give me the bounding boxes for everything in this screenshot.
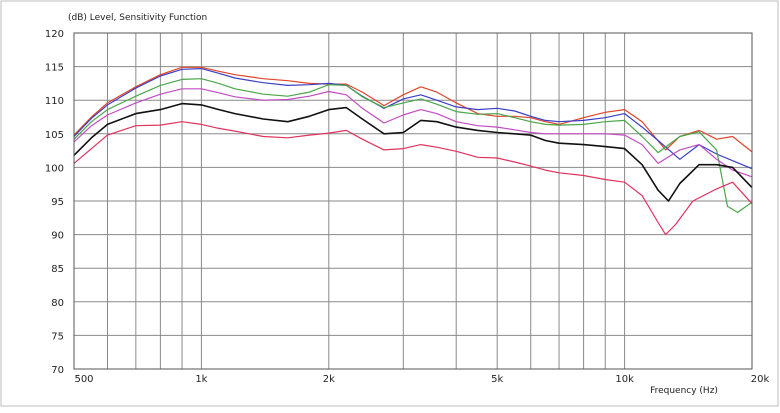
series-line xyxy=(73,66,753,153)
y-tick-labels: 70 75 80 85 90 95 100 105 110 115 120 xyxy=(45,29,64,376)
plot-border xyxy=(73,32,753,370)
x-tick-label: 5k xyxy=(491,374,503,385)
y-tick-label: 75 xyxy=(51,331,64,342)
y-tick-label: 90 xyxy=(51,231,64,242)
y-tick-label: 70 xyxy=(51,365,64,376)
y-tick-label: 105 xyxy=(45,130,64,141)
chart-title: (dB) Level, Sensitivity Function xyxy=(68,13,207,23)
y-tick-label: 95 xyxy=(51,197,64,208)
y-tick-label: 100 xyxy=(45,163,64,174)
series-line xyxy=(73,78,753,213)
y-tick-label: 85 xyxy=(51,264,64,275)
y-tick-label: 80 xyxy=(51,298,64,309)
x-tick-label: 500 xyxy=(74,374,93,385)
y-tick-label: 110 xyxy=(45,96,64,107)
x-axis-label: Frequency (Hz) xyxy=(650,386,718,396)
x-tick-label: 10k xyxy=(615,374,634,385)
series-line xyxy=(73,121,753,236)
series-lines xyxy=(73,66,753,236)
x-tick-label: 2k xyxy=(323,374,335,385)
x-tick-label: 20k xyxy=(751,374,770,385)
x-tick-label: 1k xyxy=(195,374,207,385)
series-line xyxy=(73,68,753,170)
x-tick-labels: 500 1k 2k 5k 10k 20k xyxy=(74,374,769,385)
y-tick-label: 115 xyxy=(45,63,64,74)
series-line xyxy=(73,88,753,178)
series-line xyxy=(73,102,753,202)
y-tick-label: 120 xyxy=(45,29,64,40)
